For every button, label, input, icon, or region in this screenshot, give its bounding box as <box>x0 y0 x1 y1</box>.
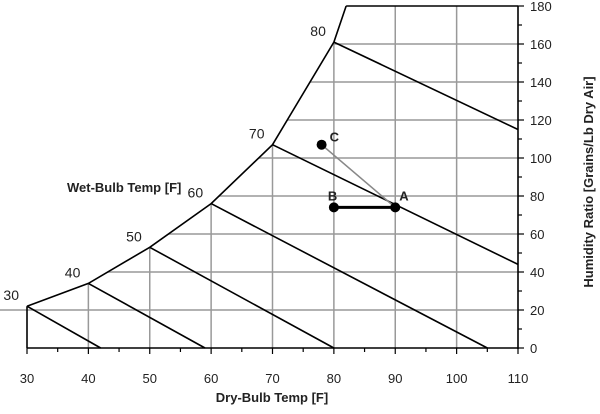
wet-bulb-tick-label: 70 <box>249 126 265 142</box>
x-tick-label: 40 <box>81 371 95 386</box>
wet-bulb-tick-label: 60 <box>188 185 204 201</box>
x-tick-label: 30 <box>20 371 34 386</box>
y-tick-label: 120 <box>530 113 552 128</box>
x-tick-label: 70 <box>265 371 279 386</box>
segment-A-C <box>321 144 396 209</box>
point-C <box>316 139 327 150</box>
y-tick-label: 60 <box>530 227 544 242</box>
x-axis-label: Dry-Bulb Temp [F] <box>216 390 328 405</box>
point-label-B: B <box>328 188 337 203</box>
y-tick-label: 160 <box>530 37 552 52</box>
wet-bulb-tick-label: 50 <box>126 228 142 244</box>
wet-bulb-lines: 30 40 50 60 70 80 <box>3 23 519 349</box>
y-tick-label: 0 <box>530 341 537 356</box>
y-tick-label: 80 <box>530 189 544 204</box>
wet-bulb-line-60 <box>210 202 488 349</box>
x-tick-label: 100 <box>446 371 468 386</box>
point-A <box>390 202 401 213</box>
point-B <box>328 202 339 213</box>
wet-bulb-line-40 <box>87 282 206 349</box>
grid-lines <box>0 6 518 348</box>
y-axis-label: Humidity Ratio [Grains/Lb Dry Air] <box>581 76 596 287</box>
state-points: A B C <box>316 130 409 213</box>
x-tick-label: 110 <box>508 371 529 386</box>
wet-bulb-line-80 <box>333 41 519 131</box>
wet-bulb-line-30 <box>26 305 102 349</box>
point-label-A: A <box>399 188 409 203</box>
wet-bulb-label: Wet-Bulb Temp [F] <box>67 180 181 195</box>
wet-bulb-line-50 <box>149 246 335 349</box>
y-tick-label: 180 <box>530 0 552 14</box>
y-tick-label: 140 <box>530 75 552 90</box>
x-tick-label: 90 <box>388 371 402 386</box>
x-tick-label: 80 <box>327 371 341 386</box>
x-tick-label: 50 <box>143 371 157 386</box>
point-label-C: C <box>330 130 340 145</box>
wet-bulb-tick-label: 80 <box>310 23 326 39</box>
saturation-curve <box>26 5 347 307</box>
y-tick-label: 20 <box>530 303 544 318</box>
x-tick-label: 60 <box>204 371 218 386</box>
y-tick-label: 40 <box>530 265 544 280</box>
wet-bulb-tick-label: 30 <box>3 287 19 303</box>
y-tick-label: 100 <box>530 151 552 166</box>
wet-bulb-tick-label: 40 <box>65 264 81 280</box>
